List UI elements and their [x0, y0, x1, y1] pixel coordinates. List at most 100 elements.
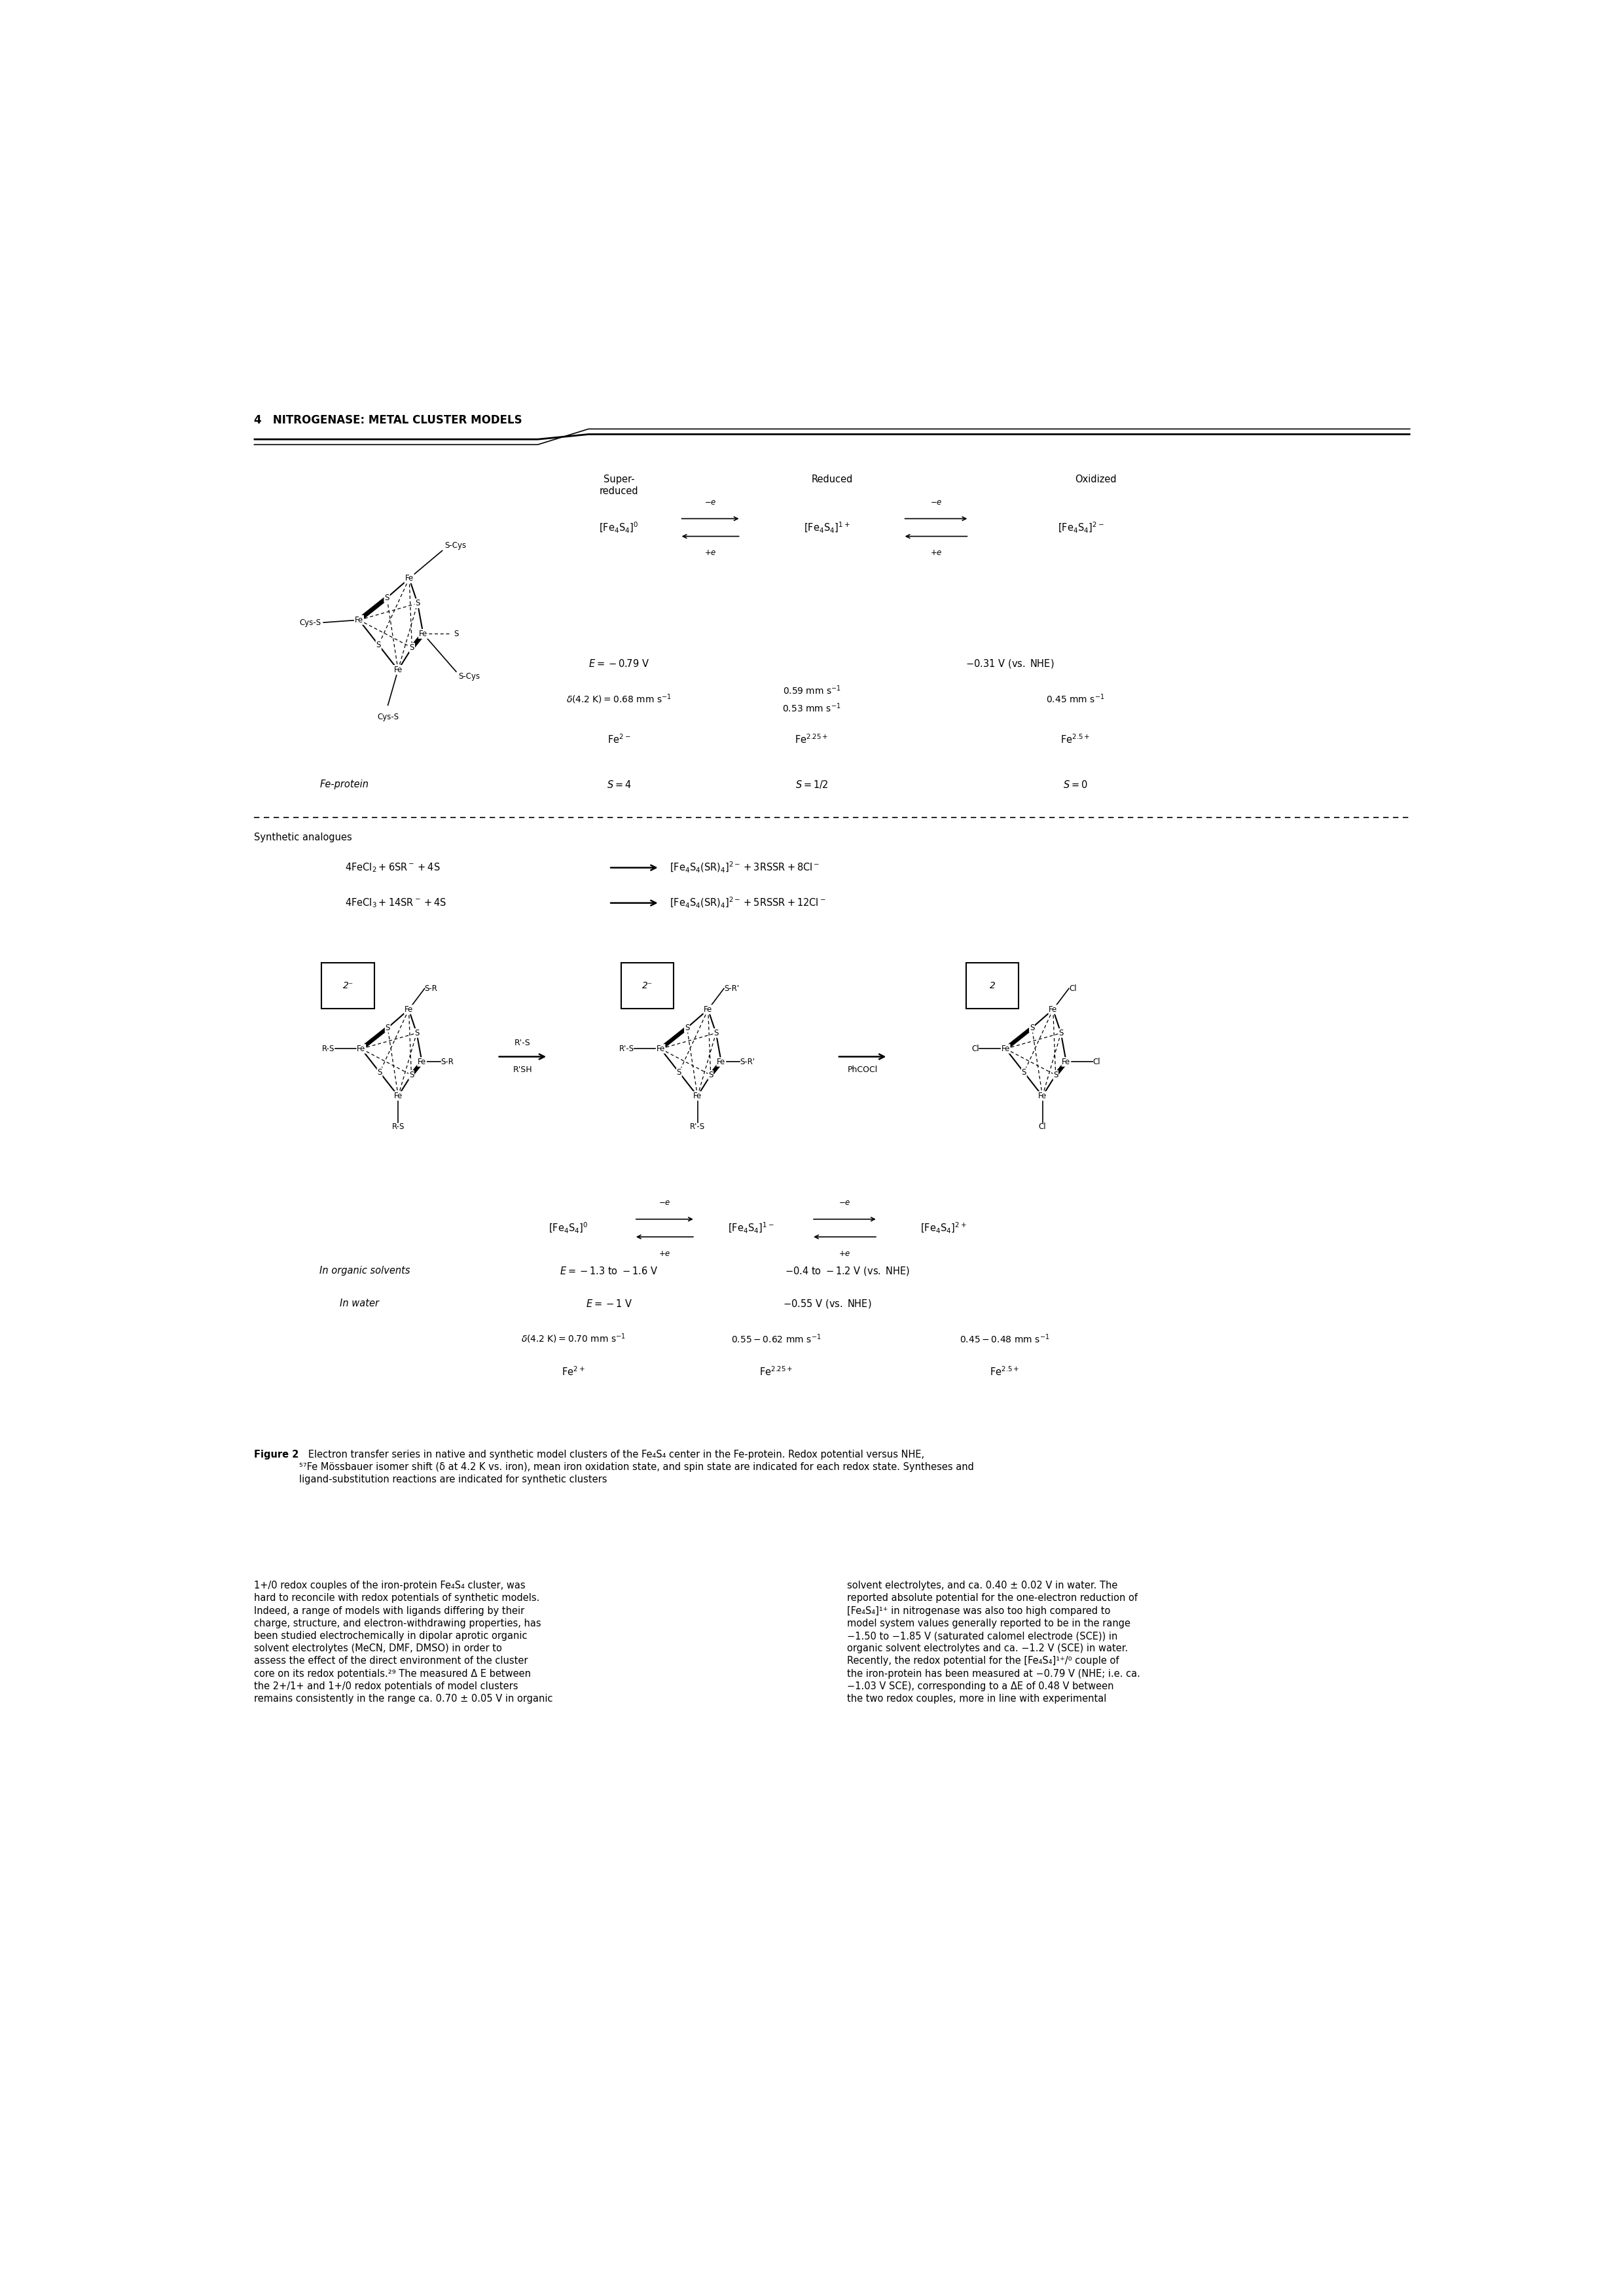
- Text: S: S: [1054, 1070, 1059, 1079]
- Text: $\mathrm{Fe}^{2+}$: $\mathrm{Fe}^{2+}$: [562, 1366, 585, 1378]
- Text: R'SH: R'SH: [513, 1065, 533, 1075]
- Text: $0.45 - 0.48\ \mathrm{mm\ s}^{-1}$: $0.45 - 0.48\ \mathrm{mm\ s}^{-1}$: [960, 1332, 1049, 1345]
- Text: solvent electrolytes, and ca. 0.40 ± 0.02 V in water. The
reported absolute pote: solvent electrolytes, and ca. 0.40 ± 0.0…: [848, 1582, 1140, 1704]
- Text: $0.45\ \mathrm{mm\ s}^{-1}$: $0.45\ \mathrm{mm\ s}^{-1}$: [1046, 693, 1104, 705]
- Text: S: S: [1021, 1068, 1026, 1077]
- Text: Fe: Fe: [1002, 1045, 1010, 1054]
- Text: $0.55 - 0.62\ \mathrm{mm\ s}^{-1}$: $0.55 - 0.62\ \mathrm{mm\ s}^{-1}$: [731, 1332, 822, 1345]
- Text: $S = 4$: $S = 4$: [607, 778, 632, 790]
- Text: $S = 0$: $S = 0$: [1064, 778, 1088, 790]
- Text: S: S: [685, 1024, 689, 1033]
- Text: $-e$: $-e$: [931, 498, 942, 507]
- Text: Fe: Fe: [656, 1045, 664, 1054]
- Text: $-0.31\ \mathrm{V}\ (\mathrm{vs.\ NHE})$: $-0.31\ \mathrm{V}\ (\mathrm{vs.\ NHE})$: [965, 657, 1054, 670]
- Text: 1+/0 redox couples of the iron-protein Fe₄S₄ cluster, was
hard to reconcile with: 1+/0 redox couples of the iron-protein F…: [253, 1582, 552, 1704]
- Text: Fe: Fe: [693, 1091, 702, 1100]
- Text: S-Cys: S-Cys: [458, 673, 481, 682]
- Text: R'-S: R'-S: [619, 1045, 635, 1054]
- Text: R'-S: R'-S: [515, 1040, 531, 1047]
- Text: R-S: R-S: [391, 1123, 404, 1130]
- FancyBboxPatch shape: [322, 962, 375, 1008]
- Text: Fe: Fe: [716, 1058, 726, 1065]
- Text: $E = -0.79\ \mathrm{V}$: $E = -0.79\ \mathrm{V}$: [588, 659, 650, 668]
- Text: $E = -1\ \mathrm{V}$: $E = -1\ \mathrm{V}$: [586, 1297, 632, 1309]
- Text: $S = 1/2$: $S = 1/2$: [796, 778, 828, 790]
- Text: S: S: [1030, 1024, 1034, 1033]
- Text: S-R': S-R': [739, 1058, 755, 1065]
- Text: S: S: [377, 1068, 382, 1077]
- Text: Fe: Fe: [1049, 1006, 1057, 1015]
- Text: $[\mathrm{Fe_4S_4}]^{2+}$: $[\mathrm{Fe_4S_4}]^{2+}$: [921, 1221, 966, 1235]
- Text: Fe: Fe: [1062, 1058, 1070, 1065]
- Text: $\mathrm{Fe}^{2.25+}$: $\mathrm{Fe}^{2.25+}$: [794, 732, 828, 746]
- Text: S: S: [409, 1070, 414, 1079]
- Text: $0.53\ \mathrm{mm\ s}^{-1}$: $0.53\ \mathrm{mm\ s}^{-1}$: [783, 703, 841, 714]
- Text: $-0.4\ \mathrm{to}\ -1.2\ \mathrm{V}\ (\mathrm{vs.\ NHE})$: $-0.4\ \mathrm{to}\ -1.2\ \mathrm{V}\ (\…: [784, 1265, 909, 1277]
- Text: Fe: Fe: [393, 666, 403, 675]
- Text: $-e$: $-e$: [659, 1199, 671, 1208]
- Text: Fe: Fe: [417, 1058, 425, 1065]
- Text: Fe: Fe: [419, 629, 427, 638]
- Text: $\mathrm{Fe}^{2-}$: $\mathrm{Fe}^{2-}$: [607, 732, 630, 746]
- Text: Figure 2: Figure 2: [253, 1449, 299, 1460]
- Text: $4\mathrm{FeCl_2} + 6\mathrm{SR}^- + 4\mathrm{S}$: $4\mathrm{FeCl_2} + 6\mathrm{SR}^- + 4\m…: [344, 861, 440, 875]
- Text: $[\mathrm{Fe_4S_4}]^{2-}$: $[\mathrm{Fe_4S_4}]^{2-}$: [1057, 521, 1104, 535]
- Text: $\delta(4.2\ \mathrm{K}) = 0.68\ \mathrm{mm\ s}^{-1}$: $\delta(4.2\ \mathrm{K}) = 0.68\ \mathrm…: [567, 693, 672, 705]
- Text: $E = -1.3\ \mathrm{to}\ -1.6\ \mathrm{V}$: $E = -1.3\ \mathrm{to}\ -1.6\ \mathrm{V}…: [560, 1265, 658, 1277]
- Text: Electron transfer series in native and synthetic model clusters of the Fe₄S₄ cen: Electron transfer series in native and s…: [299, 1449, 974, 1486]
- Text: $\mathrm{Fe}^{2.5+}$: $\mathrm{Fe}^{2.5+}$: [989, 1366, 1020, 1378]
- Text: S: S: [385, 595, 390, 602]
- Text: PhCOCl: PhCOCl: [848, 1065, 877, 1075]
- Text: Fe: Fe: [354, 615, 364, 625]
- Text: $\mathrm{Fe}^{2.5+}$: $\mathrm{Fe}^{2.5+}$: [1060, 732, 1090, 746]
- Text: $+e$: $+e$: [659, 1249, 671, 1258]
- Text: S-R: S-R: [440, 1058, 453, 1065]
- Text: S: S: [1059, 1029, 1064, 1038]
- FancyBboxPatch shape: [620, 962, 674, 1008]
- Text: S: S: [713, 1029, 718, 1038]
- Text: $[\mathrm{Fe_4S_4(SR)_4}]^{2-} + 3\mathrm{RSSR} + 8\mathrm{Cl}^-$: $[\mathrm{Fe_4S_4(SR)_4}]^{2-} + 3\mathr…: [669, 861, 820, 875]
- Text: Fe: Fe: [1038, 1091, 1047, 1100]
- Text: S: S: [377, 641, 382, 650]
- Text: Fe-protein: Fe-protein: [320, 781, 369, 790]
- Text: Cl: Cl: [1093, 1058, 1099, 1065]
- Text: Cl: Cl: [1039, 1123, 1046, 1130]
- Text: S: S: [453, 629, 458, 638]
- Text: $-0.55\ \mathrm{V}\ (\mathrm{vs.\ NHE})$: $-0.55\ \mathrm{V}\ (\mathrm{vs.\ NHE})$: [783, 1297, 872, 1309]
- Text: Oxidized: Oxidized: [1075, 475, 1117, 484]
- Text: $+e$: $+e$: [705, 549, 716, 558]
- Text: $+e$: $+e$: [931, 549, 942, 558]
- Text: Fe: Fe: [404, 1006, 412, 1015]
- Text: $0.59\ \mathrm{mm\ s}^{-1}$: $0.59\ \mathrm{mm\ s}^{-1}$: [783, 684, 841, 696]
- Text: $-e$: $-e$: [705, 498, 716, 507]
- Text: S: S: [708, 1070, 713, 1079]
- Text: 2⁻: 2⁻: [641, 980, 653, 990]
- Text: Synthetic analogues: Synthetic analogues: [253, 833, 352, 843]
- FancyBboxPatch shape: [966, 962, 1018, 1008]
- Text: S: S: [414, 1029, 419, 1038]
- Text: $4\mathrm{FeCl_3} + 14\mathrm{SR}^- + 4\mathrm{S}$: $4\mathrm{FeCl_3} + 14\mathrm{SR}^- + 4\…: [344, 898, 447, 909]
- Text: $[\mathrm{Fe_4S_4}]^{1+}$: $[\mathrm{Fe_4S_4}]^{1+}$: [804, 521, 849, 535]
- Text: Cl: Cl: [1069, 985, 1077, 992]
- Text: 4   NITROGENASE: METAL CLUSTER MODELS: 4 NITROGENASE: METAL CLUSTER MODELS: [253, 413, 521, 425]
- Text: $\mathrm{Fe}^{2.25+}$: $\mathrm{Fe}^{2.25+}$: [760, 1366, 793, 1378]
- Text: In organic solvents: In organic solvents: [320, 1265, 411, 1277]
- Text: S: S: [409, 643, 414, 652]
- Text: $[\mathrm{Fe_4S_4}]^0$: $[\mathrm{Fe_4S_4}]^0$: [549, 1221, 588, 1235]
- Text: Reduced: Reduced: [812, 475, 853, 484]
- Text: S-R: S-R: [424, 985, 437, 992]
- Text: $\delta(4.2\ \mathrm{K}) = 0.70\ \mathrm{mm\ s}^{-1}$: $\delta(4.2\ \mathrm{K}) = 0.70\ \mathrm…: [521, 1332, 625, 1345]
- Text: $[\mathrm{Fe_4S_4}]^{1-}$: $[\mathrm{Fe_4S_4}]^{1-}$: [728, 1221, 775, 1235]
- Text: $[\mathrm{Fe_4S_4}]^0$: $[\mathrm{Fe_4S_4}]^0$: [599, 521, 638, 535]
- Text: $[\mathrm{Fe_4S_4(SR)_4}]^{2-} + 5\mathrm{RSSR} + 12\mathrm{Cl}^-$: $[\mathrm{Fe_4S_4(SR)_4}]^{2-} + 5\mathr…: [669, 895, 827, 909]
- Text: S: S: [385, 1024, 390, 1033]
- Text: Fe: Fe: [703, 1006, 713, 1015]
- Text: R'-S: R'-S: [690, 1123, 705, 1130]
- Text: Fe: Fe: [357, 1045, 365, 1054]
- Text: Cl: Cl: [971, 1045, 979, 1054]
- Text: R-S: R-S: [322, 1045, 335, 1054]
- Text: 2⁻: 2⁻: [343, 980, 354, 990]
- Text: 2: 2: [989, 980, 996, 990]
- Text: $-e$: $-e$: [838, 1199, 851, 1208]
- Text: $+e$: $+e$: [838, 1249, 851, 1258]
